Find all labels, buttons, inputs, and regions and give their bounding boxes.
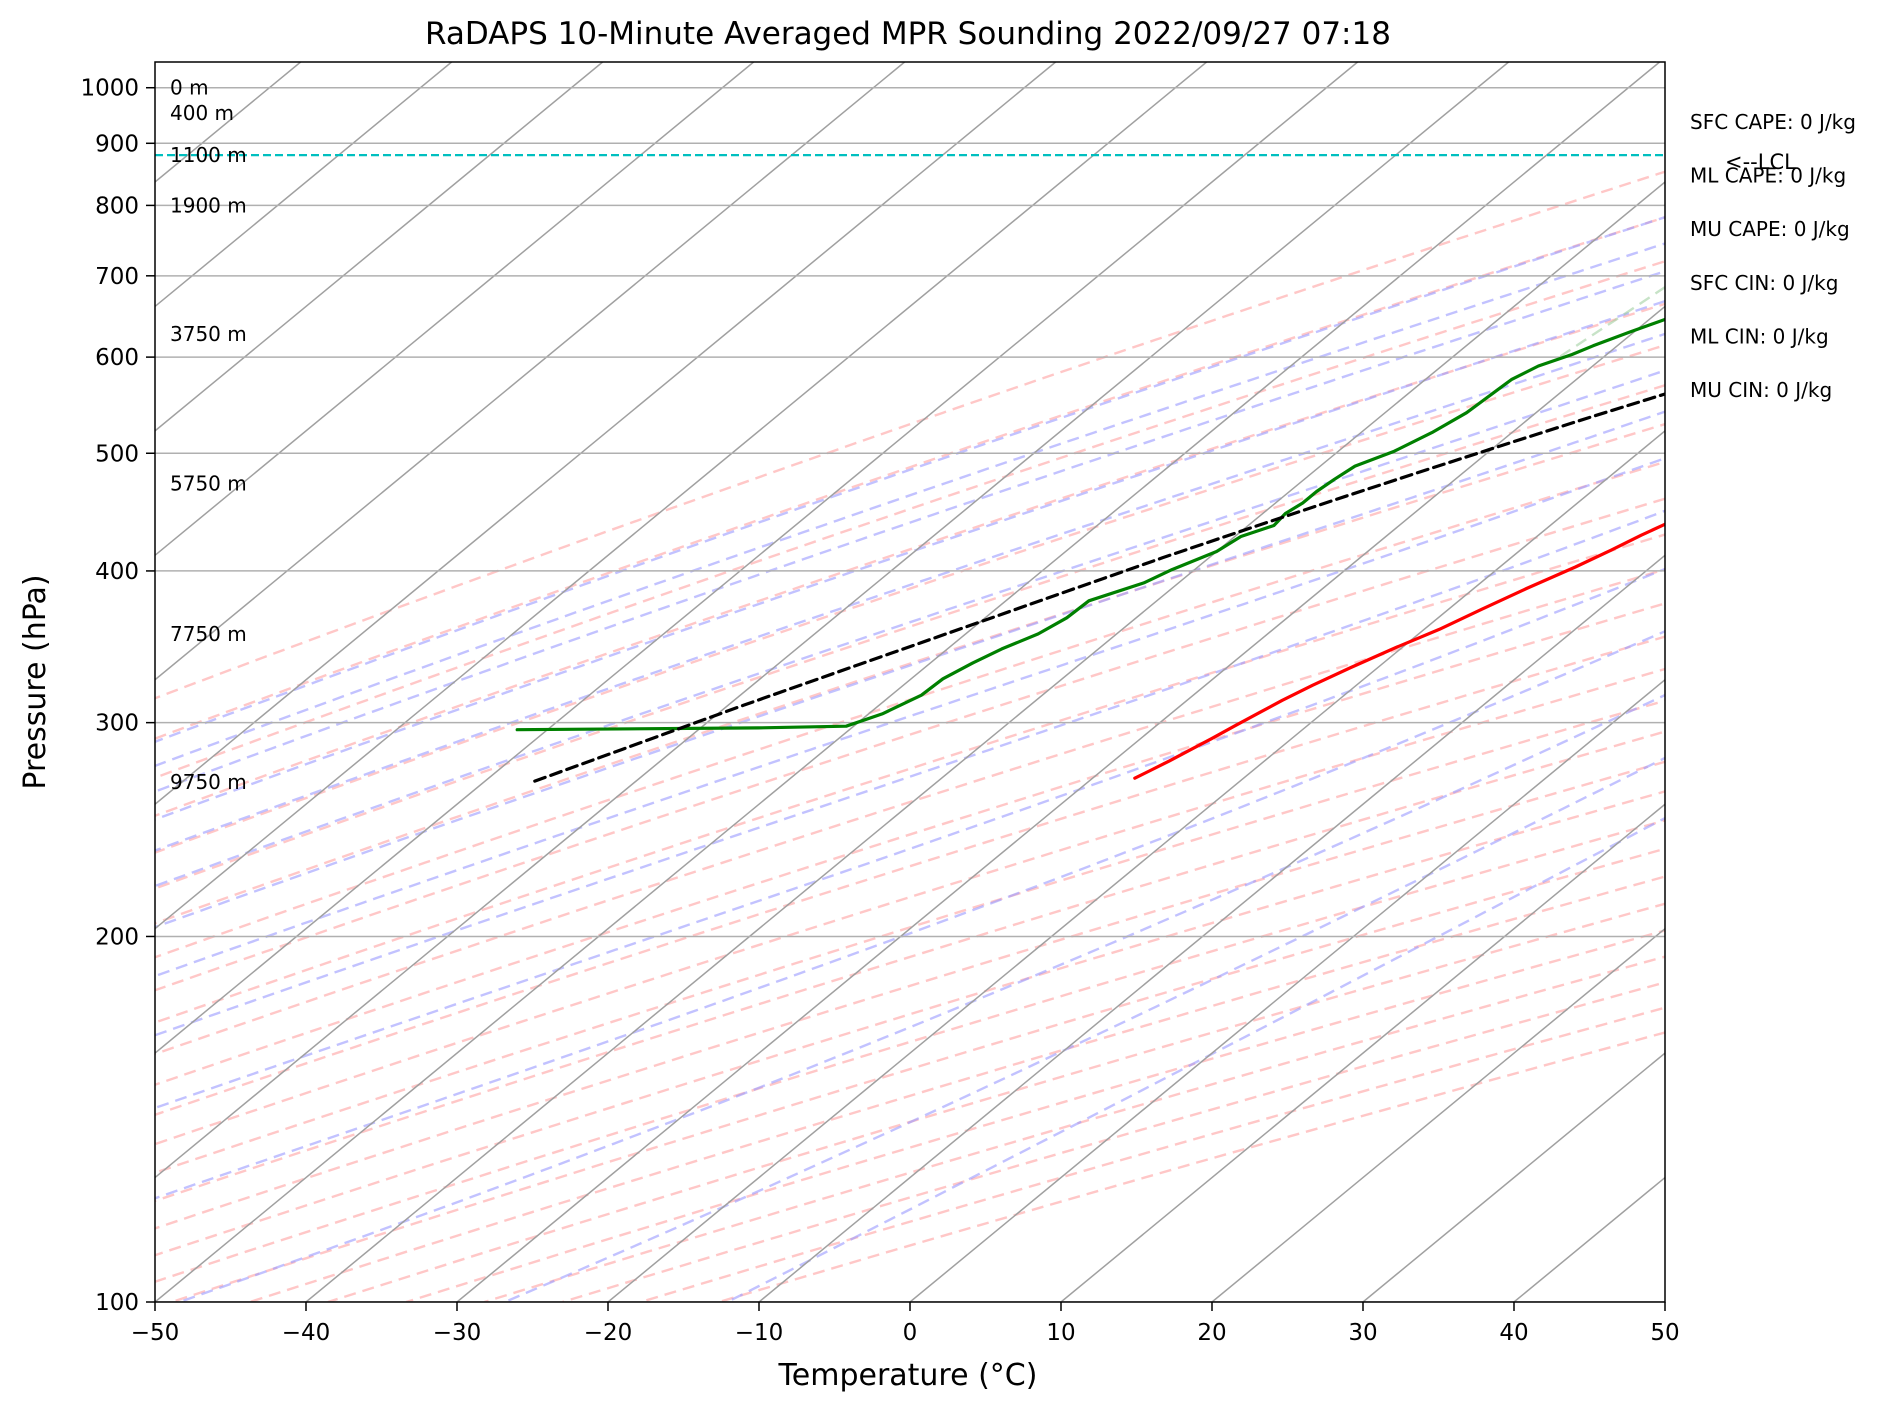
temperature-line (1135, 90, 1882, 778)
index-mu-cape: MU CAPE: 0 J/kg (1690, 217, 1850, 241)
x-tick-label: 50 (1650, 1320, 1679, 1346)
y-tick-label: 100 (95, 1290, 139, 1316)
index-ml-cin: ML CIN: 0 J/kg (1690, 324, 1829, 348)
index-sfc-cape: SFC CAPE: 0 J/kg (1690, 110, 1856, 134)
moist-adiabat (180, 62, 1882, 1302)
x-axis: −50 −40 −30 −20 −10 0 10 20 30 40 50 (131, 1302, 1680, 1346)
mixing-ratio-line (1559, 57, 1882, 357)
y-tick-label: 300 (95, 711, 139, 737)
dry-adiabat (15, 57, 1882, 1302)
dry-adiabat (406, 57, 1882, 1302)
height-label: 1900 m (170, 193, 247, 217)
dry-adiabat (484, 57, 1882, 1302)
height-label: 0 m (170, 76, 209, 100)
height-label: 3750 m (170, 322, 247, 346)
x-axis-title: Temperature (°C) (778, 1358, 1038, 1393)
y-tick-label: 800 (95, 193, 139, 219)
x-tick-label: −40 (282, 1320, 331, 1346)
index-sfc-cin: SFC CIN: 0 J/kg (1690, 271, 1838, 295)
y-axis: 1000 900 800 700 600 500 400 300 200 100 (80, 76, 155, 1316)
dry-adiabat (250, 57, 1882, 1302)
x-tick-label: 10 (1046, 1320, 1075, 1346)
isotherm (0, 62, 1207, 1302)
y-tick-label: 700 (95, 264, 139, 290)
x-tick-label: −50 (131, 1320, 180, 1346)
y-tick-label: 400 (95, 559, 139, 585)
lcl-layer: <--LCL (155, 150, 1796, 174)
isotherm (608, 62, 1882, 1302)
x-tick-label: 30 (1348, 1320, 1377, 1346)
y-axis-title: Pressure (hPa) (18, 574, 53, 789)
dry-adiabat (641, 57, 1882, 1302)
x-tick-label: 40 (1499, 1320, 1528, 1346)
dry-adiabat (94, 57, 1882, 1302)
isotherm (155, 62, 1660, 1302)
isotherm (306, 62, 1811, 1302)
moist-adiabat (727, 62, 1882, 1302)
mixing-ratio-line (1708, 57, 1882, 357)
isotherm (1363, 62, 1882, 1302)
height-label: 9750 m (170, 770, 247, 794)
y-tick-label: 1000 (80, 76, 139, 102)
x-tick-label: 0 (903, 1320, 918, 1346)
dewpoint-line (517, 91, 1882, 729)
isotherm (910, 62, 1882, 1302)
x-tick-label: −30 (433, 1320, 482, 1346)
mixing-ratio-line (1831, 57, 1882, 357)
parcel-profile-line (532, 90, 1882, 782)
chart-title: RaDAPS 10-Minute Averaged MPR Sounding 2… (425, 16, 1391, 52)
x-tick-label: −10 (735, 1320, 784, 1346)
isotherm (1665, 62, 1882, 1302)
index-ml-cape: ML CAPE: 0 J/kg (1690, 164, 1846, 188)
height-label: 1100 m (170, 143, 247, 167)
isotherm (0, 62, 452, 1302)
height-label: 400 m (170, 101, 234, 125)
isotherm (0, 62, 603, 1302)
height-label: 5750 m (170, 472, 247, 496)
height-label: 7750 m (170, 622, 247, 646)
y-tick-label: 500 (95, 441, 139, 467)
y-tick-label: 600 (95, 345, 139, 371)
index-mu-cin: MU CIN: 0 J/kg (1690, 378, 1832, 402)
x-tick-label: −20 (584, 1320, 633, 1346)
y-tick-label: 900 (95, 131, 139, 157)
x-tick-label: 20 (1197, 1320, 1226, 1346)
y-tick-label: 200 (95, 924, 139, 950)
